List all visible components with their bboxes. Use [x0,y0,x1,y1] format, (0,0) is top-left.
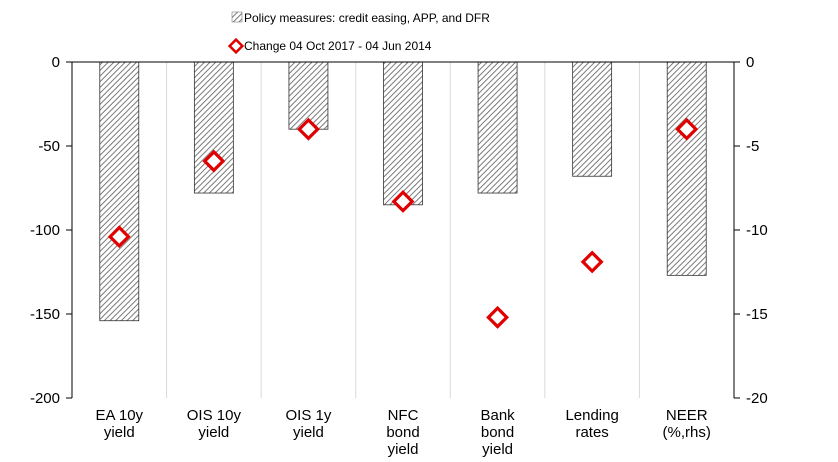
tick-labels: 0 -50 -100 -150 -200 0 -5 -10 -15 -20 [30,54,768,407]
category-label: Lending rates [565,407,618,441]
left-tick-label: -200 [30,390,60,407]
legend-bar-label: Policy measures: credit easing, APP, and… [244,11,490,25]
left-tick-label: 0 [52,54,60,71]
right-tick-label: -5 [746,138,759,155]
legend-bar-swatch [231,11,243,23]
left-tick-label: -50 [38,138,60,155]
right-tick-label: 0 [746,54,754,71]
category-labels: EA 10y yield OIS 10y yield OIS 1y yield NFC bon… [96,407,711,458]
category-label: OIS 1y yield [285,407,331,441]
axes [66,61,740,399]
bar [99,61,140,322]
legend-marker-label: Change 04 Oct 2017 - 04 Jun 2014 [244,39,432,53]
legend: Policy measures: credit easing, APP, and… [227,11,490,55]
category-label: EA 10y yield [96,407,144,441]
marker-point [296,117,320,141]
marker-point [391,189,415,213]
left-tick-label: -150 [30,306,60,323]
left-tick-label: -100 [30,222,60,239]
marker-point [675,117,699,141]
marker-point [107,225,131,249]
bar [666,61,707,276]
right-tick-label: -20 [746,390,768,407]
marker-series [107,117,699,329]
marker-point [580,250,604,274]
right-tick-label: -15 [746,306,768,323]
bar [477,61,518,194]
legend-marker-swatch [227,37,245,55]
bar [572,61,613,177]
category-label: NEER (%,rhs) [663,407,711,441]
bar [383,61,423,206]
marker-point [202,149,226,173]
marker-point [486,305,510,329]
category-label: OIS 10y yield [187,407,242,441]
category-label: NFC bond yield [386,407,419,458]
right-tick-label: -10 [746,222,768,239]
category-label: Bank bond yield [480,407,515,458]
bar [193,61,234,194]
category-gridlines [166,62,640,398]
